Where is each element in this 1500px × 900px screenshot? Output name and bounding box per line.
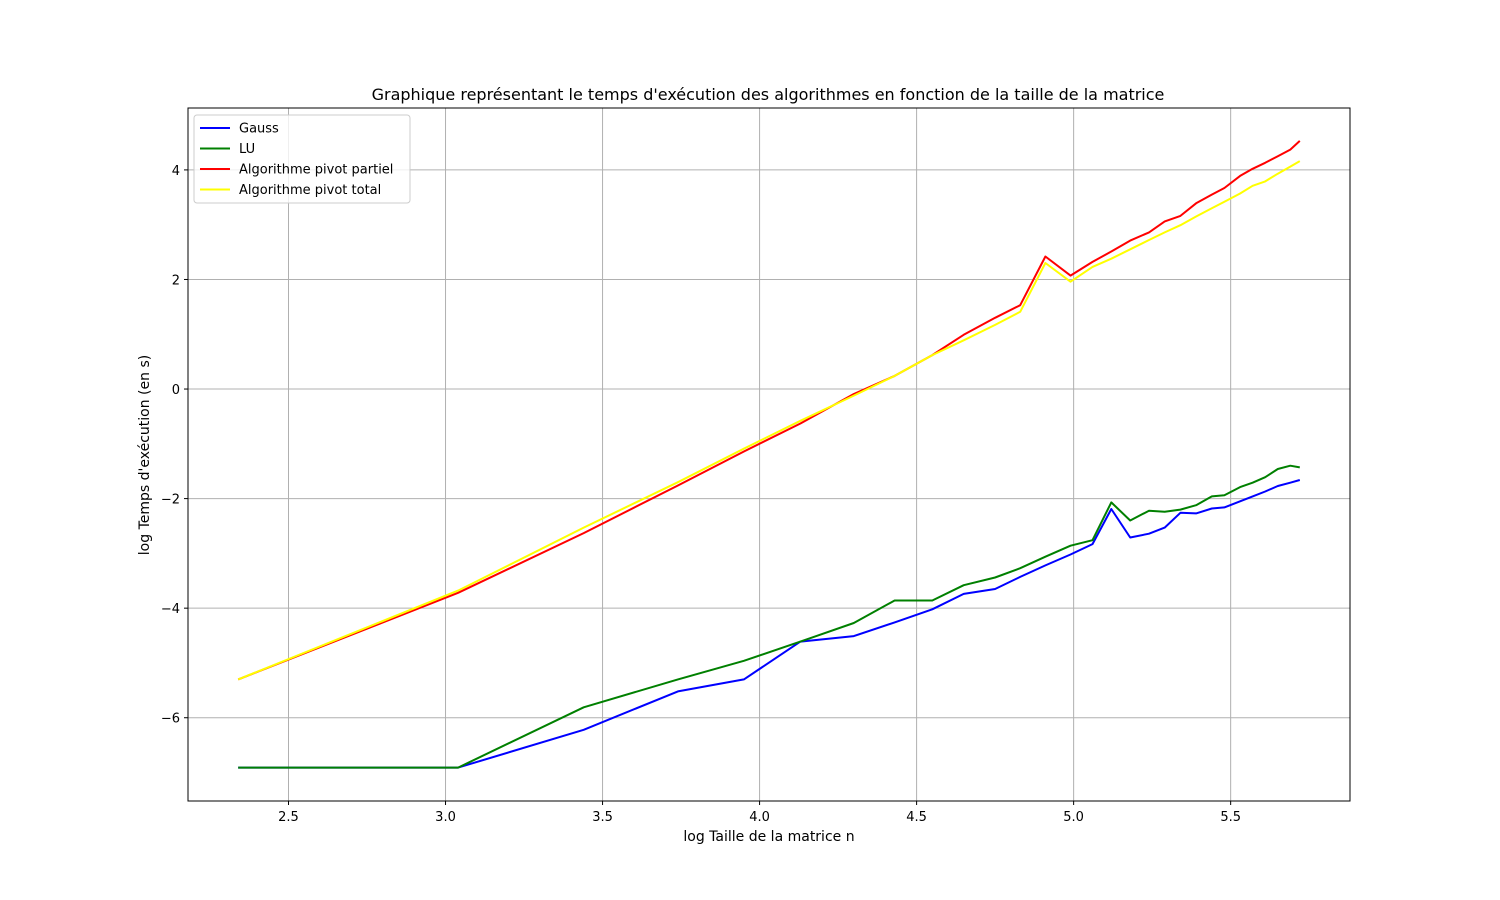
- x-tick-label: 2.5: [278, 810, 299, 825]
- legend-entry: Algorithme pivot total: [239, 183, 381, 198]
- series-line-gauss: [238, 479, 1301, 769]
- y-tick-label: −6: [161, 712, 180, 727]
- x-tick-label: 3.0: [435, 810, 456, 825]
- plot-frame: [187, 107, 1351, 802]
- x-axis-label: log Taille de la matrice n: [683, 829, 854, 845]
- x-tick-label: 4.0: [749, 810, 770, 825]
- series-lines: [237, 140, 1301, 769]
- y-tick-label: 0: [172, 383, 180, 398]
- legend-box: [193, 114, 411, 204]
- y-axis-label: log Temps d'exécution (en s): [137, 355, 153, 555]
- legend: Gauss LU Algorithme pivot partiel Algorithm…: [193, 114, 411, 204]
- y-tick-label: −2: [161, 493, 180, 508]
- y-tick-label: 4: [172, 164, 180, 179]
- y-tick-label: −4: [161, 602, 180, 617]
- legend-entry: Algorithme pivot partiel: [239, 163, 393, 178]
- legend-entry: Gauss: [239, 122, 279, 137]
- grid: [188, 108, 1350, 801]
- chart-title: Graphique représentant le temps d'exécut…: [372, 85, 1165, 104]
- x-tick-label: 5.5: [1220, 810, 1241, 825]
- x-tick-label: 5.0: [1063, 810, 1084, 825]
- ticks: 2.5 3.0 3.5 4.0 4.5 5.0 5.5 −6 −4 −2 0 2 4: [161, 164, 1241, 825]
- series-line-algorithme-pivot-total: [237, 160, 1301, 681]
- series-line-lu: [238, 464, 1300, 769]
- y-tick-label: 2: [172, 273, 180, 288]
- x-tick-label: 3.5: [592, 810, 613, 825]
- x-tick-label: 4.5: [906, 810, 927, 825]
- legend-entry: LU: [239, 142, 255, 157]
- series-line-algorithme-pivot-partiel: [237, 140, 1301, 681]
